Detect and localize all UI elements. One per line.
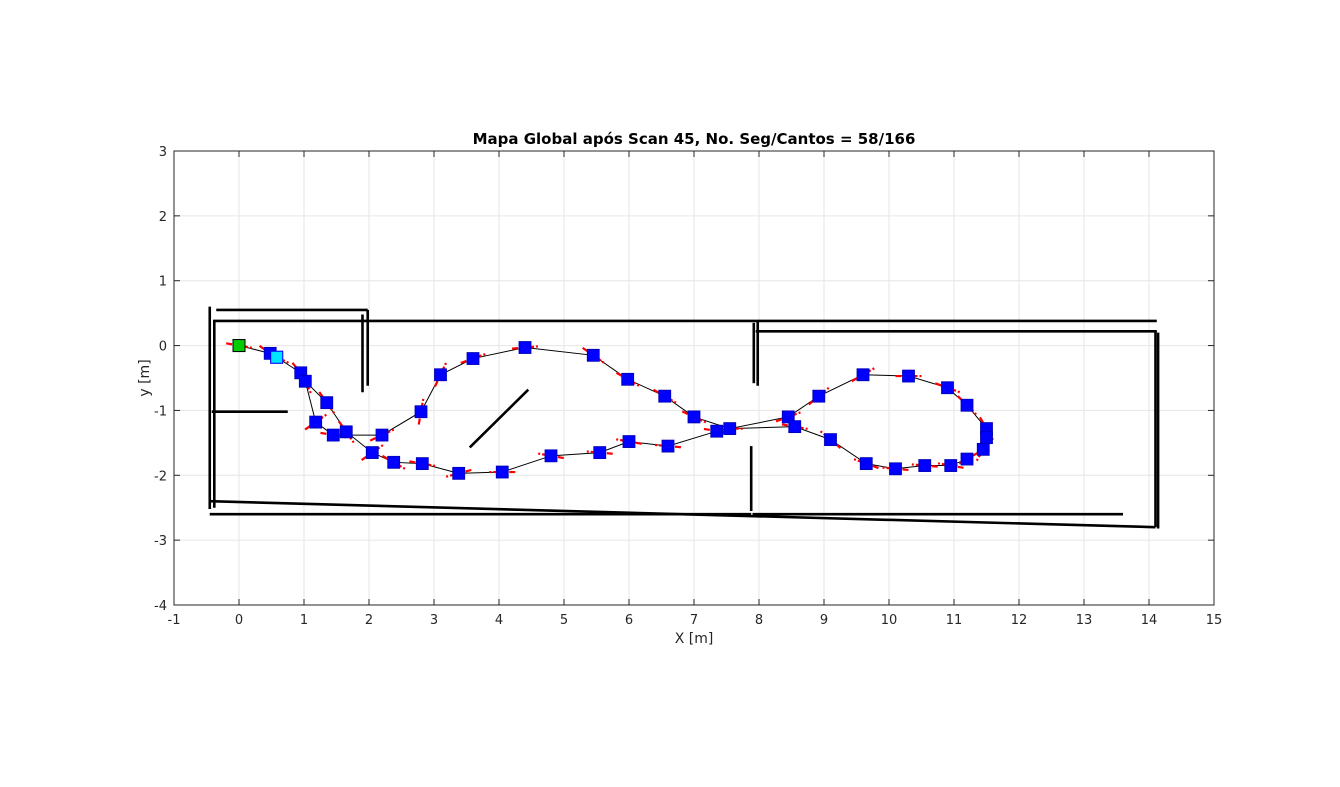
pose-layer [232,339,993,480]
x-axis-label: X [m] [675,631,714,647]
pose-marker [586,348,600,362]
pose-marker [960,452,974,466]
y-axis-label: y [m] [137,359,153,396]
pose-marker [976,442,990,456]
path-layer [238,345,987,474]
x-tick-label: 8 [755,613,763,628]
x-tick-label: 15 [1206,613,1223,628]
pose-marker [980,431,993,445]
pose-marker [658,389,672,403]
pose-marker [544,449,558,463]
robot-path-line [238,345,987,474]
pose-marker [495,465,509,479]
pose-marker [375,428,389,442]
pose-marker [309,415,323,429]
y-tick-label: 0 [159,340,167,355]
pose-marker [661,439,675,453]
y-tick-label: -1 [154,404,167,419]
pose-marker [824,433,837,447]
pose-marker [365,446,379,459]
x-tick-label: 1 [300,613,308,628]
pose-marker [710,424,724,438]
pose-marker [918,459,932,472]
start-pose-marker [232,339,246,353]
ticks-layer [173,150,1215,606]
x-tick-label: 7 [690,613,698,628]
x-tick-label: 0 [235,613,243,628]
x-tick-label: 6 [625,613,633,628]
pose-marker [960,398,974,412]
x-tick-label: -1 [168,613,181,628]
y-tick-label: -2 [154,469,167,484]
pose-marker [788,420,802,434]
pose-marker [434,368,447,382]
pose-marker [622,435,636,448]
y-tick-label: -3 [154,534,167,549]
pose-marker [466,352,480,365]
pose-marker [687,410,701,424]
pose-marker [452,466,466,480]
y-tick-label: 3 [159,145,167,160]
walls-layer [208,306,1160,529]
pose-marker [944,459,958,472]
y-tick-label: 1 [159,275,167,290]
pose-marker [889,462,902,476]
pose-marker [415,457,429,471]
pose-marker [941,381,954,395]
pose-marker [387,455,401,469]
x-tick-label: 10 [881,613,898,628]
pose-marker [902,369,915,383]
x-tick-label: 13 [1076,613,1093,628]
wall-segment [468,388,530,449]
x-tick-label: 4 [495,613,503,628]
x-tick-label: 3 [430,613,438,628]
y-tick-label: -4 [154,599,167,614]
pose-marker [339,425,353,439]
current-pose-marker [270,350,284,364]
chart-title: Mapa Global após Scan 45, No. Seg/Cantos… [473,130,916,148]
x-tick-label: 12 [1011,613,1028,628]
pose-marker [621,372,635,386]
x-tick-label: 9 [820,613,828,628]
pose-marker [298,374,312,388]
x-tick-label: 2 [365,613,373,628]
pose-marker [856,368,870,382]
pose-marker [326,428,340,442]
x-tick-label: 5 [560,613,568,628]
x-tick-label: 14 [1141,613,1158,628]
pose-marker [812,389,826,403]
y-tick-label: 2 [159,210,167,225]
pose-marker [723,422,737,435]
pose-marker [518,341,532,354]
pose-marker [781,410,795,424]
x-tick-labels: -1 0 1 2 3 4 5 6 7 8 9 10 11 12 13 14 15 [168,613,1223,628]
pose-marker [320,396,334,410]
pose-marker [593,446,607,459]
y-tick-labels: -4 -3 -2 -1 0 1 2 3 [154,145,167,614]
pose-marker [859,457,873,471]
x-tick-label: 11 [946,613,963,628]
pose-marker [414,405,428,419]
